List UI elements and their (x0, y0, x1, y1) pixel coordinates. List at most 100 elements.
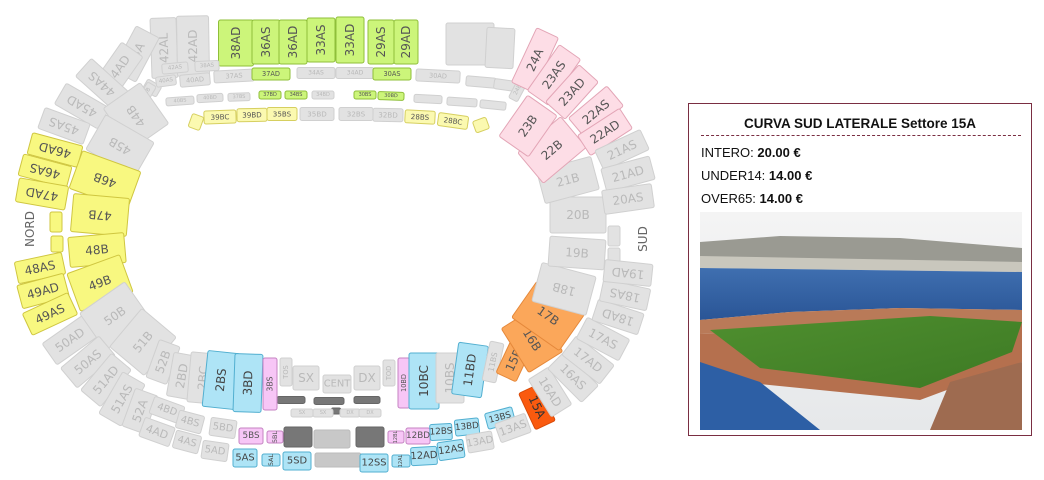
section-shape (601, 183, 655, 215)
section-33ad[interactable]: 33AD (335, 16, 365, 64)
section-label: 12BD (406, 431, 430, 441)
section-3bs[interactable]: 3BS (262, 357, 278, 411)
section-5bs[interactable]: 5BS (238, 427, 264, 445)
section-dx: DX (358, 408, 382, 418)
section-label: 12SS (361, 458, 386, 469)
section-22b[interactable]: 22B (518, 116, 587, 184)
section-23b[interactable]: 23B (499, 95, 557, 157)
section-28bs[interactable]: 28BS (404, 109, 436, 125)
section-dx: DX (339, 408, 361, 418)
section-40bd: 40BD (196, 92, 224, 104)
section-19b: 19B (547, 235, 607, 271)
section-shape (391, 454, 411, 468)
section-sx: SX (312, 408, 334, 418)
section-5sd[interactable]: 5SD (282, 451, 312, 471)
section-12bl[interactable]: 12BL (387, 430, 405, 444)
section-label: 42AL (156, 32, 171, 63)
section-47ad[interactable]: 47AD (15, 177, 69, 211)
section-shape (549, 196, 607, 234)
section-sx: SX (290, 408, 314, 418)
section-13bd[interactable]: 13BD (453, 417, 481, 437)
section-48as[interactable]: 48AS (14, 252, 66, 284)
section-3bd[interactable]: 3BD (232, 353, 264, 413)
section-35bs[interactable]: 35BS (266, 107, 298, 121)
section-tod: TOD (382, 359, 396, 387)
section-label: 34BD (316, 92, 330, 98)
section-12ss[interactable]: 12SS (359, 453, 389, 473)
section-label: DX (346, 410, 354, 416)
section-shape (358, 408, 382, 418)
section-label: 33AS (314, 24, 328, 55)
section-label: 3BD (241, 370, 256, 396)
stadium-seating-map: 42AL 42AD 38AD 36AS 36AD 33AS 33AD 29AS 29AD 42AS… (14, 15, 656, 473)
section-label: 34AS (308, 70, 324, 77)
section-5bl[interactable]: 5BL (266, 430, 284, 444)
section-5as[interactable]: 5AS (232, 448, 258, 468)
section-34bs[interactable]: 34BS (284, 90, 308, 100)
section-label: 37BS (232, 94, 245, 100)
section-label: 12AD (410, 450, 438, 462)
section-label: 11BD (461, 353, 479, 387)
section-shape (393, 19, 419, 65)
section-29as[interactable]: 29AS (367, 19, 395, 65)
section-37as: 37AS (213, 68, 255, 84)
section-13ad: 13AD (465, 430, 495, 454)
section-39bd[interactable]: 39BD (236, 107, 268, 123)
section-38ad[interactable]: 38AD (218, 19, 254, 67)
section-label: 13BD (455, 421, 480, 433)
section-11bd[interactable]: 11BD (451, 341, 489, 399)
section-10bd[interactable]: 10BD (397, 357, 411, 409)
section-label: 20AS (612, 190, 645, 208)
section-47b[interactable]: 47B (70, 193, 130, 237)
section-shape (238, 427, 264, 445)
section-30as[interactable]: 30AS (372, 67, 412, 81)
section-label: 5SD (287, 456, 308, 467)
section-22as[interactable]: 22AS (568, 86, 624, 138)
section-shape (251, 67, 291, 81)
section-39bc[interactable]: 39BC (203, 109, 237, 125)
section-label: 5AS (235, 453, 254, 464)
section-shape (266, 430, 284, 444)
section-36as[interactable]: 36AS (251, 19, 281, 65)
price-value: 20.00 € (757, 145, 801, 160)
section-12al[interactable]: 12AL (391, 454, 411, 468)
section-30bd[interactable]: 30BD (377, 91, 405, 101)
section-12bs[interactable]: 12BS (429, 423, 453, 441)
section-label: 12AL (398, 455, 404, 468)
section-shape (161, 61, 189, 75)
section-shape (387, 430, 405, 444)
section-tos: TOS (279, 357, 293, 387)
section-38as: 38AS (194, 59, 220, 73)
section-12as[interactable]: 12AS (436, 439, 466, 461)
section-37ad[interactable]: 37AD (251, 67, 291, 81)
section-46as[interactable]: 46AS (17, 153, 73, 189)
section-5al[interactable]: 5AL (261, 453, 281, 467)
section-2bs[interactable]: 2BS (201, 350, 241, 410)
section-36ad[interactable]: 36AD (278, 19, 308, 65)
section-label: 39BD (242, 110, 262, 119)
section-shape (436, 439, 466, 461)
section-label: 48B (85, 242, 110, 258)
section-10bc[interactable]: 10BC (408, 352, 440, 410)
section-shape (261, 453, 281, 467)
section-label: 38AD (229, 27, 243, 60)
section-40ad: 40AD (179, 72, 211, 88)
unlabeled-section (446, 96, 478, 108)
section-label: 5BD (212, 421, 234, 435)
section-label: 2BS (213, 368, 229, 393)
section-12bd[interactable]: 12BD (405, 427, 431, 445)
section-33as[interactable]: 33AS (306, 17, 336, 63)
section-28bc[interactable]: 28BC (437, 112, 469, 130)
section-29ad[interactable]: 29AD (393, 19, 419, 65)
section-label: 33AD (343, 24, 357, 57)
section-30bs[interactable]: 30BS (353, 90, 377, 100)
section-12ad[interactable]: 12AD (410, 445, 438, 467)
section-46ad[interactable]: 46AD (26, 132, 84, 168)
section-label: 40AD (186, 75, 205, 85)
section-shape (594, 129, 650, 171)
section-label: 2BD (173, 362, 191, 389)
section-shape (531, 262, 597, 316)
section-shape (279, 357, 293, 387)
section-37bd[interactable]: 37BD (258, 90, 282, 100)
section-label: 30AS (383, 70, 400, 78)
